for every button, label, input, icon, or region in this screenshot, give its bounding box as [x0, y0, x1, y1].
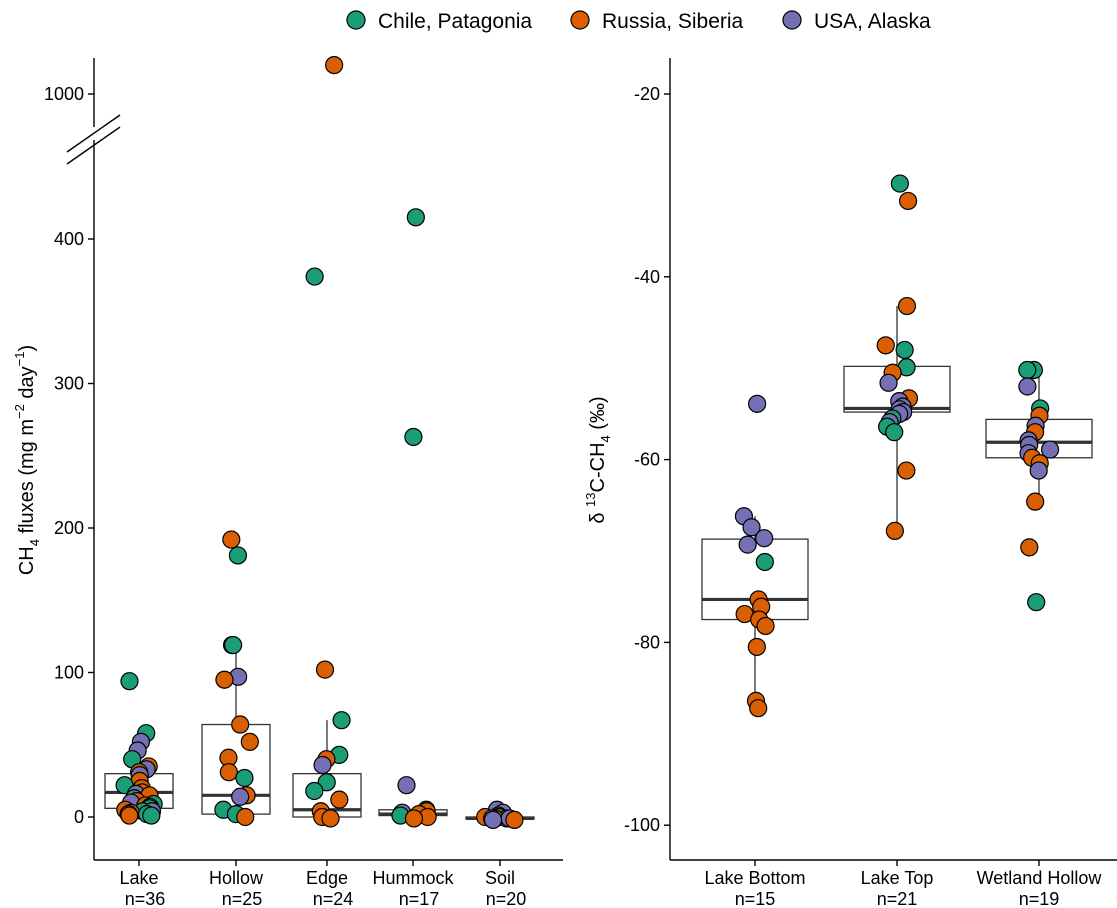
data-point [330, 790, 349, 809]
data-point [879, 373, 898, 392]
x-tick-label: Hummock [372, 868, 454, 888]
x-tick-count: n=15 [735, 889, 776, 908]
data-point [235, 768, 254, 788]
x-tick-label: Hollow [209, 868, 264, 888]
ch4-flux-y-axis-label: CH4 fluxes (mg m−2 day−1) [12, 345, 42, 575]
x-tick-label: Lake [119, 868, 158, 888]
legend-label: Chile, Patagonia [378, 10, 532, 33]
data-point [231, 787, 250, 806]
data-point [120, 806, 139, 825]
data-point [755, 529, 774, 548]
data-point [404, 809, 424, 828]
x-tick-label: Lake Bottom [704, 868, 805, 888]
data-point [1020, 538, 1039, 557]
data-point [876, 336, 895, 355]
data-point [231, 715, 250, 734]
data-point [321, 809, 340, 828]
data-point [240, 732, 259, 751]
x-tick-count: n=25 [222, 889, 263, 908]
data-point [236, 807, 255, 827]
legend-swatch [570, 10, 590, 30]
data-point [1029, 461, 1048, 480]
legend-swatch [346, 10, 366, 30]
data-point [885, 423, 904, 442]
data-point [215, 670, 234, 689]
y-tick-label: 200 [54, 518, 84, 538]
data-point [738, 535, 757, 554]
y-tick-label: 0 [74, 807, 84, 827]
d13c-y-axis-label: δ 13C-CH4 (‰) [583, 396, 613, 523]
data-point [317, 773, 336, 792]
data-point [120, 672, 139, 691]
data-point [749, 699, 768, 718]
x-tick-count: n=19 [1019, 889, 1060, 908]
data-point [897, 296, 917, 316]
ch4-flux-points [115, 55, 524, 829]
data-point [315, 660, 335, 679]
data-point [1018, 360, 1037, 380]
legend: Chile, Patagonia Russia, Siberia USA, Alas… [346, 10, 931, 33]
data-point [228, 546, 248, 565]
data-point [325, 55, 344, 75]
data-point [305, 781, 324, 801]
legend-swatch [782, 10, 802, 30]
data-point [890, 174, 909, 193]
data-point [1018, 377, 1037, 396]
data-point [748, 394, 767, 413]
x-tick-label: Lake Top [861, 868, 934, 888]
data-point [895, 340, 914, 360]
data-point [483, 810, 503, 829]
data-point [313, 755, 332, 775]
x-tick-label: Soil [485, 868, 515, 888]
y-tick-label: 100 [54, 663, 84, 683]
data-point [898, 191, 918, 211]
y-tick-label: -20 [634, 84, 660, 104]
y-tick-label: -40 [634, 267, 660, 287]
data-point [219, 763, 238, 782]
x-tick-label: Wetland Hollow [977, 868, 1103, 888]
data-point [1027, 593, 1046, 612]
data-point [1040, 440, 1060, 459]
axis-break-mark [66, 114, 121, 153]
data-point [747, 637, 766, 657]
x-tick-count: n=36 [125, 889, 166, 908]
data-point [224, 635, 243, 655]
data-point [885, 521, 904, 540]
legend-label: USA, Alaska [814, 10, 931, 33]
ch4-flux-axes: 01002003004001000Laken=36Hollown=25Edgen… [44, 58, 563, 908]
data-point [505, 810, 524, 829]
legend-label: Russia, Siberia [602, 10, 744, 33]
x-tick-label: Edge [306, 868, 348, 888]
y-tick-label: -60 [634, 450, 660, 470]
data-point [222, 530, 241, 549]
data-point [397, 776, 416, 795]
data-point [404, 427, 423, 447]
y-tick-label: 300 [54, 374, 84, 394]
data-point [142, 806, 161, 825]
data-point [1026, 492, 1045, 511]
y-tick-label: 400 [54, 229, 84, 249]
y-tick-label: -80 [634, 632, 660, 652]
x-tick-count: n=24 [313, 889, 354, 908]
data-point [897, 461, 916, 480]
data-point [756, 616, 775, 636]
x-tick-count: n=21 [877, 889, 918, 908]
d13c-points [734, 174, 1060, 718]
y-tick-label: -100 [624, 815, 660, 835]
ch4-flux-panel: 01002003004001000Laken=36Hollown=25Edgen… [12, 55, 563, 908]
data-point [332, 711, 351, 730]
data-point [742, 518, 761, 537]
data-point [305, 267, 324, 286]
x-tick-count: n=20 [486, 889, 527, 908]
data-point [406, 208, 425, 227]
x-tick-count: n=17 [399, 889, 440, 908]
y-tick-label: 1000 [44, 84, 84, 104]
data-point [755, 552, 774, 572]
axis-break-mark [66, 126, 121, 165]
